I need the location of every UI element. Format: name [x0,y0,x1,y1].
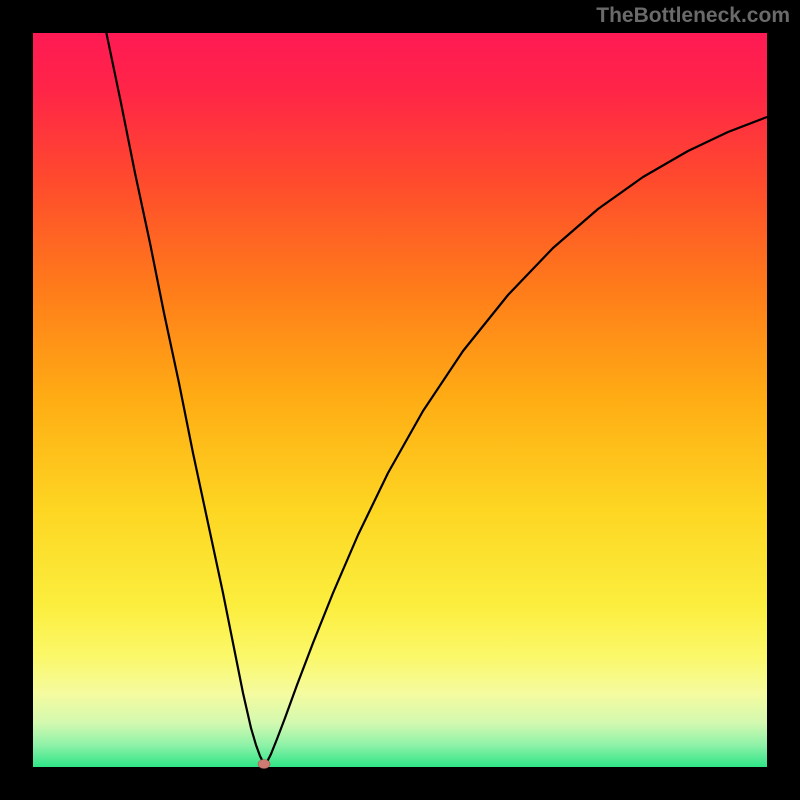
minimum-marker [258,760,270,769]
watermark-text: TheBottleneck.com [596,4,790,28]
chart-container: TheBottleneck.com [0,0,800,800]
plot-area [33,33,767,767]
chart-svg [0,0,800,800]
